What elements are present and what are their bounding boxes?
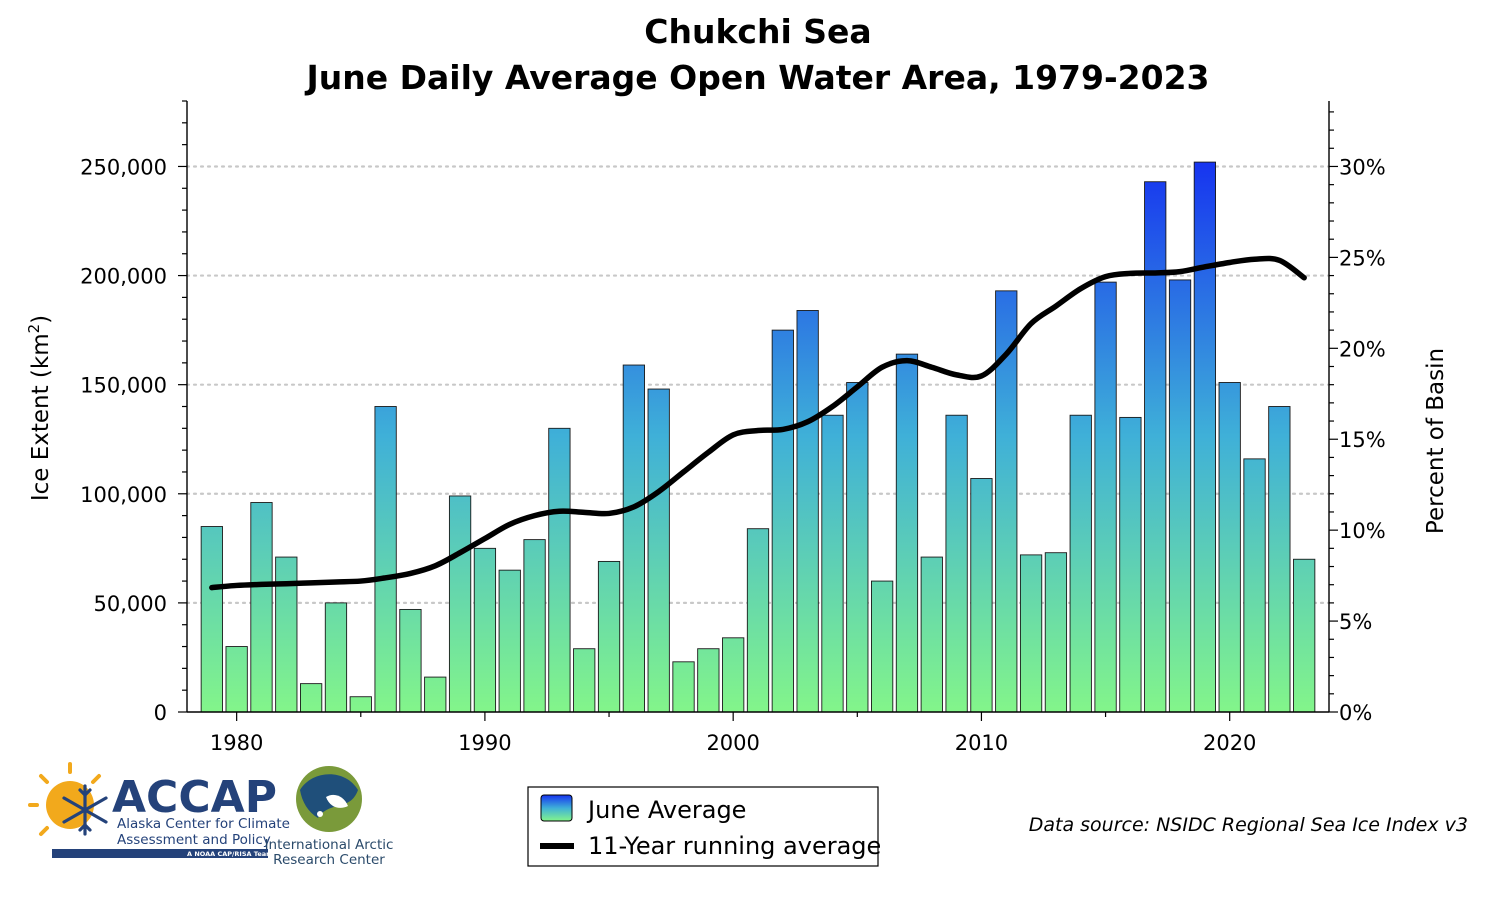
- bar: [647, 388, 670, 713]
- bar: [1193, 161, 1216, 713]
- bar: [771, 329, 794, 713]
- axes: 0 50,000 100,000 150,000 200,000 250,000 0% 5% 1…: [80, 100, 1386, 755]
- sun-snowflake-icon: [28, 762, 108, 836]
- bar: [548, 427, 571, 713]
- legend-box: [527, 786, 879, 867]
- bar: [597, 560, 621, 713]
- bar: [275, 556, 298, 713]
- bar: [895, 353, 919, 713]
- legend: June Average 11-Year running average: [527, 786, 881, 867]
- bar: [573, 648, 596, 713]
- bar: [200, 526, 223, 713]
- bar: [821, 414, 844, 713]
- y-tick-label: 50,000: [94, 592, 167, 616]
- accap-logo: ACCAP Alaska Center for Climate Assessme…: [28, 762, 290, 858]
- chart-subtitle: June Daily Average Open Water Area, 1979…: [304, 58, 1209, 97]
- bar: [1168, 279, 1192, 713]
- bar: [746, 528, 770, 713]
- y-axis-label: Ice Extent (km2): [25, 315, 54, 501]
- globe-icon: [296, 766, 362, 832]
- y2-tick-label: 20%: [1339, 337, 1386, 361]
- bar: [796, 310, 819, 713]
- bar: [945, 414, 968, 713]
- y-tick-label: 250,000: [80, 155, 167, 179]
- accap-line-1: Alaska Center for Climate: [117, 816, 290, 832]
- x-tick-label: 1980: [210, 731, 263, 755]
- chart-title: Chukchi Sea: [644, 12, 871, 51]
- iarc-line-1: International Arctic: [265, 837, 394, 853]
- accap-tag: A NOAA CAP/RISA Team: [187, 850, 273, 858]
- bar: [225, 646, 248, 713]
- bar: [1019, 554, 1043, 713]
- legend-label-june-average: June Average: [586, 796, 746, 824]
- bar: [697, 648, 720, 713]
- bar: [672, 661, 695, 713]
- bar: [722, 637, 745, 713]
- bar-series: [200, 161, 1316, 713]
- bar: [448, 495, 472, 713]
- x-tick-label: 2010: [955, 731, 1008, 755]
- x-tick-label: 2020: [1203, 731, 1256, 755]
- bar: [1044, 552, 1068, 713]
- y2-axis-label: Percent of Basin: [1423, 348, 1449, 534]
- bar: [349, 696, 372, 713]
- iarc-logo: International Arctic Research Center: [265, 766, 394, 868]
- bar: [1094, 281, 1117, 713]
- data-source-note: Data source: NSIDC Regional Sea Ice Inde…: [1029, 814, 1468, 836]
- bar: [523, 539, 546, 713]
- bar: [399, 608, 422, 713]
- accap-name: ACCAP: [112, 772, 277, 823]
- accap-tag-bar: [52, 849, 268, 858]
- y2-tick-label: 25%: [1339, 246, 1386, 270]
- bar: [970, 478, 993, 713]
- legend-swatch-june-average: [540, 794, 573, 822]
- bar: [1268, 406, 1291, 713]
- bar: [1243, 458, 1266, 713]
- x-tick-label: 2000: [706, 731, 759, 755]
- bar: [250, 502, 273, 713]
- y-tick-label: 100,000: [80, 483, 167, 507]
- running-average-series: [209, 255, 1307, 591]
- bar: [374, 406, 397, 713]
- iarc-line-2: Research Center: [273, 852, 385, 868]
- bar: [498, 569, 521, 713]
- y-tick-label: 200,000: [80, 265, 167, 289]
- bar: [871, 580, 894, 713]
- bar: [846, 382, 869, 713]
- y2-tick-label: 15%: [1339, 428, 1386, 452]
- x-tick-label: 1990: [458, 731, 511, 755]
- y-tick-label: 150,000: [80, 374, 167, 398]
- y2-tick-label: 0%: [1339, 701, 1372, 725]
- bar: [1144, 181, 1167, 713]
- y-tick-label: 0: [154, 701, 167, 725]
- bar: [920, 556, 943, 713]
- bar: [473, 547, 497, 713]
- bar: [1119, 416, 1142, 713]
- bar: [1069, 414, 1092, 713]
- bar: [424, 676, 447, 713]
- accap-line-2: Assessment and Policy: [117, 832, 271, 848]
- bar: [1218, 382, 1241, 713]
- bar: [622, 364, 645, 713]
- bar: [1293, 558, 1316, 713]
- bar: [300, 683, 323, 713]
- y2-tick-label: 30%: [1339, 155, 1386, 179]
- legend-label-running-average: 11-Year running average: [588, 832, 881, 860]
- y2-tick-label: 10%: [1339, 519, 1386, 543]
- y2-tick-label: 5%: [1339, 610, 1372, 634]
- y-axis-label-superscript: 2: [25, 324, 43, 334]
- running-average-line: [209, 255, 1307, 591]
- bar: [324, 602, 348, 713]
